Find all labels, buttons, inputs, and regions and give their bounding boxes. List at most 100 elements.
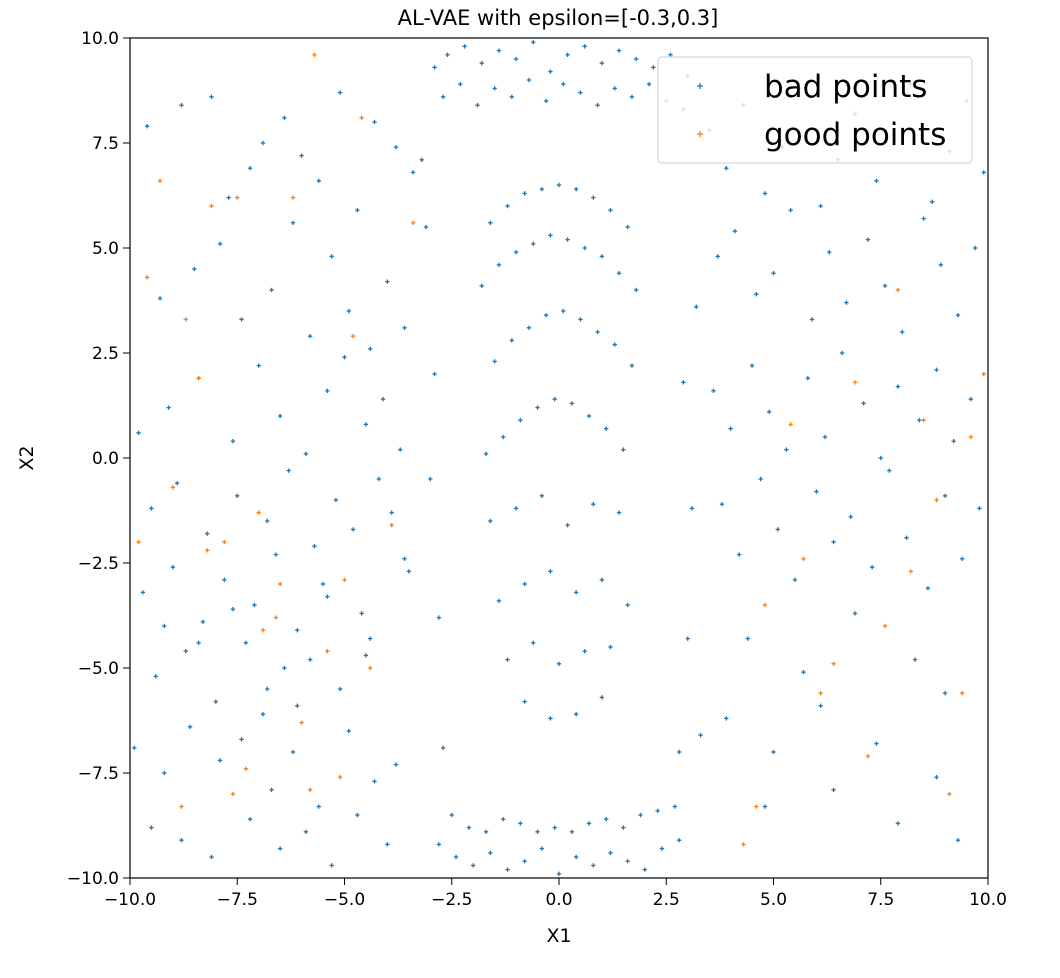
data-point [634, 56, 639, 62]
data-point [479, 283, 484, 288]
x-tick-label: 5.0 [760, 890, 787, 910]
data-point [333, 497, 339, 503]
data-point [977, 506, 982, 511]
data-point [762, 602, 768, 608]
data-point [501, 817, 506, 822]
data-point [252, 602, 257, 608]
data-point [552, 397, 557, 402]
data-point [183, 649, 188, 654]
data-point [531, 640, 536, 645]
data-point [767, 409, 772, 414]
data-point [222, 577, 227, 582]
x-tick-label: 10.0 [969, 890, 1007, 910]
data-point [612, 86, 617, 91]
data-point [925, 586, 931, 591]
y-tick-label: −2.5 [78, 554, 119, 574]
legend-label: bad points [764, 69, 927, 105]
data-point [535, 829, 540, 834]
data-point [762, 191, 768, 196]
data-point [771, 271, 776, 276]
data-point [754, 804, 759, 809]
data-point [539, 493, 545, 498]
data-point [565, 523, 570, 528]
data-point [887, 468, 892, 473]
data-point [496, 48, 502, 53]
data-point [934, 775, 939, 780]
data-point [256, 363, 261, 368]
data-point [972, 245, 978, 251]
data-point [496, 598, 502, 603]
data-point [243, 766, 249, 771]
data-point [646, 82, 652, 87]
data-point [316, 178, 321, 183]
data-point [243, 640, 249, 645]
data-point [818, 203, 823, 209]
data-point [338, 686, 343, 692]
data-point [869, 565, 875, 570]
data-point [981, 371, 986, 377]
data-point [149, 825, 154, 830]
y-axis: −10.0 −7.5 −5.0 −2.5 0.0 2.5 5.0 7.5 10.0 [67, 29, 130, 889]
data-point [874, 178, 879, 183]
data-point [912, 657, 918, 662]
data-point [942, 691, 948, 696]
series-good-points [136, 52, 986, 847]
data-point [410, 220, 416, 225]
data-point [822, 434, 828, 440]
data-point [736, 552, 742, 557]
data-point [445, 52, 450, 57]
data-point [685, 636, 690, 641]
data-point [277, 413, 283, 419]
data-point [917, 418, 922, 423]
data-point [586, 821, 592, 826]
data-point [809, 317, 815, 322]
data-point [616, 271, 622, 276]
data-point [205, 531, 210, 536]
data-point [904, 535, 909, 540]
data-point [582, 44, 587, 49]
data-point [659, 846, 665, 851]
data-point [591, 195, 596, 200]
data-point [307, 787, 313, 792]
data-point [471, 863, 476, 868]
data-point [325, 649, 330, 654]
data-point [295, 628, 300, 633]
data-point [711, 388, 716, 393]
data-point [299, 720, 304, 725]
data-point [548, 69, 553, 74]
data-point [277, 846, 283, 851]
chart-title: AL-VAE with epsilon=[-0.3,0.3] [398, 6, 719, 30]
data-point [621, 447, 626, 452]
data-point [625, 602, 630, 608]
data-point [938, 262, 944, 267]
data-point [393, 762, 399, 767]
data-point [183, 317, 188, 322]
data-point [681, 380, 686, 385]
data-point [608, 850, 613, 855]
data-point [273, 552, 279, 557]
data-point [921, 216, 926, 221]
data-point [595, 329, 600, 335]
data-point [239, 737, 244, 742]
data-point [247, 166, 253, 171]
data-point [488, 850, 493, 855]
data-point [449, 812, 454, 818]
data-point [320, 581, 326, 587]
data-point [501, 434, 506, 440]
data-point [406, 569, 412, 574]
data-point [556, 661, 562, 666]
y-tick-label: 5.0 [92, 239, 119, 259]
legend: bad points good points [657, 56, 973, 164]
data-point [882, 283, 888, 288]
data-point [466, 825, 472, 830]
data-point [355, 812, 360, 818]
data-point [839, 350, 845, 356]
data-point [479, 61, 484, 66]
data-point [432, 371, 437, 377]
data-point [599, 577, 605, 582]
data-point [136, 430, 141, 435]
data-point [209, 854, 214, 860]
data-point [290, 749, 296, 755]
data-point [895, 821, 901, 826]
data-point [213, 699, 218, 704]
